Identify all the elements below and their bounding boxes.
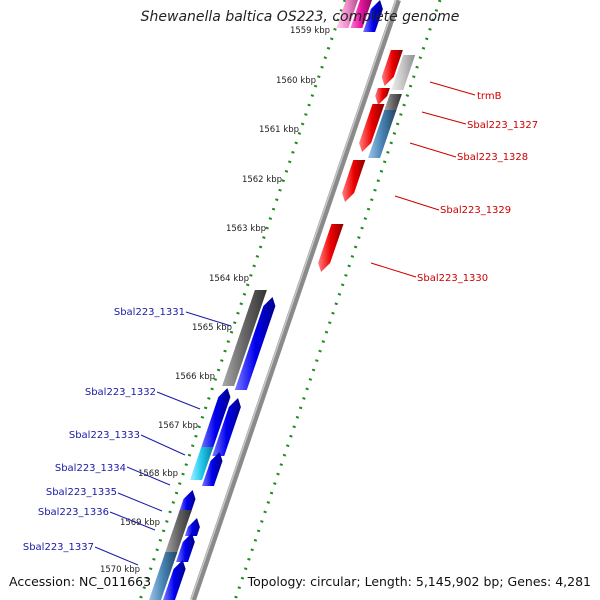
tick-label-1566: 1566 kbp <box>175 372 215 382</box>
gene-feature-1334[interactable] <box>201 452 223 486</box>
gene-feature-1330[interactable] <box>318 224 344 272</box>
leader-1333 <box>140 434 186 456</box>
gene-feature-1328[interactable] <box>359 104 385 152</box>
gene-feature-1333[interactable] <box>212 398 241 456</box>
gene-label-sbal223-1332[interactable]: Sbal223_1332 <box>85 387 156 398</box>
topology-text: Topology: circular; Length: 5,145,902 bp… <box>247 574 591 589</box>
leader-1334 <box>126 466 171 486</box>
gene-feature-top-pink[interactable] <box>336 0 358 28</box>
gene-label-sbal223-1329[interactable]: Sbal223_1329 <box>440 205 511 216</box>
label-leader-lines <box>94 81 476 566</box>
gene-feature-1334-cyan[interactable] <box>190 447 214 480</box>
gene-label-sbal223-1336[interactable]: Sbal223_1336 <box>38 507 109 518</box>
leader-1328 <box>409 142 457 158</box>
gene-feature-1329[interactable] <box>342 160 366 202</box>
gene-feature-1327-grey[interactable] <box>383 94 402 112</box>
tick-label-1565: 1565 kbp <box>192 323 232 333</box>
leader-1327 <box>421 111 467 125</box>
gene-label-sbal223-1335[interactable]: Sbal223_1335 <box>46 487 117 498</box>
tick-label-1563: 1563 kbp <box>226 224 266 234</box>
gene-label-sbal223-1330[interactable]: Sbal223_1330 <box>417 273 488 284</box>
leader-1330 <box>370 262 417 278</box>
leader-1331 <box>185 311 232 327</box>
gene-features <box>149 0 416 600</box>
gene-feature-1336[interactable] <box>184 518 200 536</box>
gene-feature-1331[interactable] <box>234 297 276 390</box>
gene-feature-1328-steel[interactable] <box>368 110 397 158</box>
tick-label-1561: 1561 kbp <box>259 125 299 135</box>
gene-feature-trmB[interactable] <box>381 50 403 86</box>
reverse-gene-labels: trmB Sbal223_1327 Sbal223_1328 Sbal223_1… <box>417 91 538 284</box>
inner-dotted-line <box>233 0 442 600</box>
tick-label-1559: 1559 kbp <box>290 26 330 36</box>
genome-backbone <box>190 0 401 600</box>
leader-1329 <box>394 195 440 211</box>
gene-label-sbal223-1331[interactable]: Sbal223_1331 <box>114 307 185 318</box>
gene-feature-1337-b[interactable] <box>163 560 186 600</box>
gene-feature-1327[interactable] <box>375 88 390 105</box>
forward-gene-labels: Sbal223_1331 Sbal223_1332 Sbal223_1333 S… <box>23 307 185 553</box>
tick-label-1570: 1570 kbp <box>100 565 140 575</box>
leader-1335 <box>117 492 163 512</box>
gene-label-sbal223-1337[interactable]: Sbal223_1337 <box>23 542 94 553</box>
tick-label-1569: 1569 kbp <box>120 518 160 528</box>
gene-label-sbal223-1328[interactable]: Sbal223_1328 <box>457 152 528 163</box>
gene-feature-1337-a[interactable] <box>176 533 195 562</box>
gene-feature-top-blue[interactable] <box>363 0 383 32</box>
leader-1337 <box>94 546 139 566</box>
gene-feature-trmB-grey[interactable] <box>391 55 416 90</box>
ruler-labels: 1559 kbp 1560 kbp 1561 kbp 1562 kbp 1563… <box>100 26 330 575</box>
tick-label-1564: 1564 kbp <box>209 274 249 284</box>
gene-feature-top-magenta[interactable] <box>350 0 372 28</box>
leader-trmB <box>429 81 476 96</box>
leader-1332 <box>156 391 201 410</box>
tick-label-1560: 1560 kbp <box>276 76 316 86</box>
map-title: Shewanella baltica OS223, complete genom… <box>140 9 460 25</box>
gene-label-sbal223-1327[interactable]: Sbal223_1327 <box>467 120 538 131</box>
outer-dotted-line <box>138 0 347 600</box>
tick-label-1567: 1567 kbp <box>158 421 198 431</box>
accession-text: Accession: NC_011663 <box>9 574 152 589</box>
gene-feature-1336-grey[interactable] <box>164 510 192 556</box>
gene-feature-1337-steel[interactable] <box>149 552 178 600</box>
genome-backbone-highlight <box>190 0 397 600</box>
tick-label-1562: 1562 kbp <box>242 175 282 185</box>
gene-label-trmB[interactable]: trmB <box>477 91 502 102</box>
gene-label-sbal223-1333[interactable]: Sbal223_1333 <box>69 430 140 441</box>
gene-feature-1331-grey[interactable] <box>222 290 267 386</box>
gene-label-sbal223-1334[interactable]: Sbal223_1334 <box>55 463 126 474</box>
leader-1336 <box>109 511 156 531</box>
gene-feature-1335[interactable] <box>178 490 196 514</box>
gene-feature-1332[interactable] <box>200 388 231 450</box>
tick-label-1568: 1568 kbp <box>138 469 178 479</box>
